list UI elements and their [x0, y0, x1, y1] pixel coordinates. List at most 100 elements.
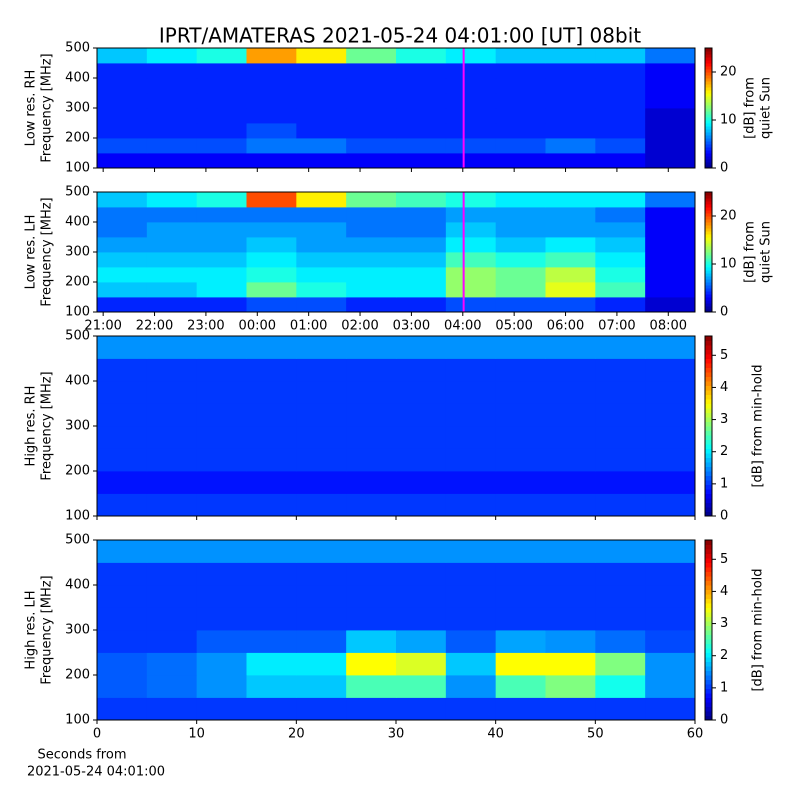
- heatmap-cell: [196, 540, 247, 563]
- colorbar-segment: [705, 630, 712, 635]
- heatmap-cell: [445, 403, 497, 427]
- heatmap-cell: [246, 138, 297, 154]
- heatmap-cell: [246, 381, 297, 404]
- colorbar-segment: [705, 255, 712, 259]
- heatmap-cell: [97, 222, 148, 238]
- heatmap-cell: [296, 652, 347, 676]
- heatmap-cell: [545, 697, 596, 721]
- heatmap-cell: [595, 78, 646, 94]
- heatmap-cell: [445, 630, 497, 653]
- heatmap-cell: [146, 237, 198, 253]
- heatmap-cell: [97, 585, 148, 608]
- colorbar-segment: [705, 54, 712, 58]
- heatmap-cell: [545, 282, 596, 298]
- heatmap-cell: [97, 426, 148, 449]
- heatmap-cell: [396, 358, 447, 382]
- heatmap-cell: [595, 585, 646, 608]
- heatmap-cell: [445, 108, 497, 124]
- heatmap-cell: [595, 562, 646, 586]
- colorbar-segment: [705, 138, 712, 142]
- heatmap-cell: [445, 222, 497, 238]
- heatmap-cell: [246, 207, 297, 223]
- heatmap-cell: [296, 381, 347, 404]
- colorbar-segment: [705, 421, 712, 427]
- colorbar-segment: [705, 553, 712, 559]
- heatmap-cell: [97, 697, 148, 721]
- colorbar-segment: [705, 141, 712, 145]
- heatmap-cell: [97, 540, 148, 563]
- colorbar-label: quiet Sun: [759, 77, 774, 139]
- colorbar-tick-label: 3: [720, 412, 728, 427]
- colorbar-segment: [705, 126, 712, 130]
- heatmap-cell: [296, 540, 347, 563]
- colorbar-segment: [705, 643, 712, 649]
- heatmap-cell: [645, 297, 696, 313]
- heatmap-cell: [246, 63, 297, 79]
- heatmap-cell: [545, 403, 596, 427]
- colorbar-segment: [705, 261, 712, 265]
- y-tick-label: 500: [65, 533, 90, 548]
- colorbar-segment: [705, 511, 712, 517]
- heatmap-cell: [445, 471, 497, 494]
- heatmap-cell: [196, 108, 247, 124]
- heatmap-cell: [296, 448, 347, 472]
- heatmap-cell: [246, 237, 297, 253]
- heatmap-cell: [645, 267, 696, 283]
- heatmap-cell: [346, 192, 397, 208]
- heatmap-cell: [396, 540, 447, 563]
- heatmap-cell: [196, 48, 247, 64]
- heatmap-cell: [396, 448, 447, 472]
- colorbar-segment: [705, 430, 712, 436]
- colorbar-segment: [705, 580, 712, 586]
- heatmap-cell: [296, 48, 347, 64]
- y-tick-label: 300: [65, 419, 90, 434]
- heatmap-cell: [146, 282, 198, 298]
- heatmap-cell: [196, 426, 247, 449]
- heatmap-cell: [495, 48, 546, 64]
- heatmap-cell: [346, 540, 397, 563]
- heatmap-cell: [196, 607, 247, 631]
- heatmap-cell: [445, 138, 497, 154]
- heatmap-cell: [346, 448, 397, 472]
- heatmap-cell: [196, 448, 247, 472]
- colorbar-segment: [705, 381, 712, 386]
- heatmap-cell: [146, 471, 198, 494]
- heatmap-cell: [146, 562, 198, 586]
- colorbar-tick-label: 5: [720, 552, 728, 567]
- colorbar-segment: [705, 276, 712, 280]
- heatmap-cell: [97, 138, 148, 154]
- heatmap-cell: [445, 237, 497, 253]
- heatmap-cell: [346, 697, 397, 721]
- x-tick-label: 21:00: [84, 319, 121, 334]
- heatmap-cell: [545, 267, 596, 283]
- colorbar-segment: [705, 66, 712, 70]
- colorbar-segment: [705, 507, 712, 512]
- heatmap-cell: [346, 48, 397, 64]
- colorbar-tick-label: 0: [720, 305, 728, 320]
- heatmap-cell: [545, 675, 596, 698]
- heatmap-cell: [396, 63, 447, 79]
- heatmap-cell: [396, 493, 447, 517]
- colorbar-segment: [705, 412, 712, 418]
- y-tick-label: 400: [65, 215, 90, 230]
- heatmap-cell: [296, 607, 347, 631]
- heatmap-cell: [445, 607, 497, 631]
- colorbar-segment: [705, 105, 712, 109]
- heatmap-cell: [595, 426, 646, 449]
- colorbar-segment: [705, 78, 712, 82]
- heatmap-cell: [97, 63, 148, 79]
- colorbar-segment: [705, 75, 712, 79]
- heatmap-cell: [595, 222, 646, 238]
- heatmap-cell: [645, 493, 696, 517]
- heatmap-cell: [396, 471, 447, 494]
- colorbar-segment: [705, 102, 712, 106]
- colorbar-segment: [705, 657, 712, 662]
- colorbar-segment: [705, 544, 712, 550]
- heatmap-cell: [246, 48, 297, 64]
- heatmap-cell: [445, 585, 497, 608]
- heatmap-cell: [346, 426, 397, 449]
- colorbar-label: [dB] from min-hold: [751, 364, 766, 487]
- heatmap-cell: [495, 540, 546, 563]
- heatmap-cell: [495, 358, 546, 382]
- colorbar-segment: [705, 462, 712, 467]
